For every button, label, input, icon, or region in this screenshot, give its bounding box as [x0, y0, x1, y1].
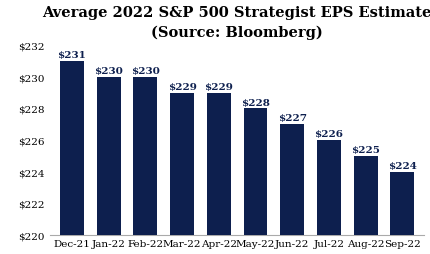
Text: $230: $230 [131, 67, 160, 76]
Bar [243, 109, 267, 235]
Text: $230: $230 [94, 67, 123, 76]
Bar [280, 125, 304, 235]
Title: Average 2022 S&P 500 Strategist EPS Estimate
(Source: Bloomberg): Average 2022 S&P 500 Strategist EPS Esti… [43, 6, 430, 39]
Text: $229: $229 [168, 83, 197, 91]
Bar [133, 77, 157, 235]
Text: $226: $226 [314, 130, 344, 138]
Bar [60, 62, 84, 235]
Text: $228: $228 [241, 98, 270, 107]
Text: $229: $229 [204, 83, 233, 91]
Bar [317, 140, 341, 235]
Bar [390, 172, 415, 235]
Text: $231: $231 [58, 51, 86, 60]
Bar [170, 93, 194, 235]
Bar [97, 77, 120, 235]
Text: $227: $227 [278, 114, 307, 123]
Text: $225: $225 [351, 145, 380, 154]
Bar [354, 156, 378, 235]
Bar [207, 93, 231, 235]
Text: $224: $224 [388, 161, 417, 170]
